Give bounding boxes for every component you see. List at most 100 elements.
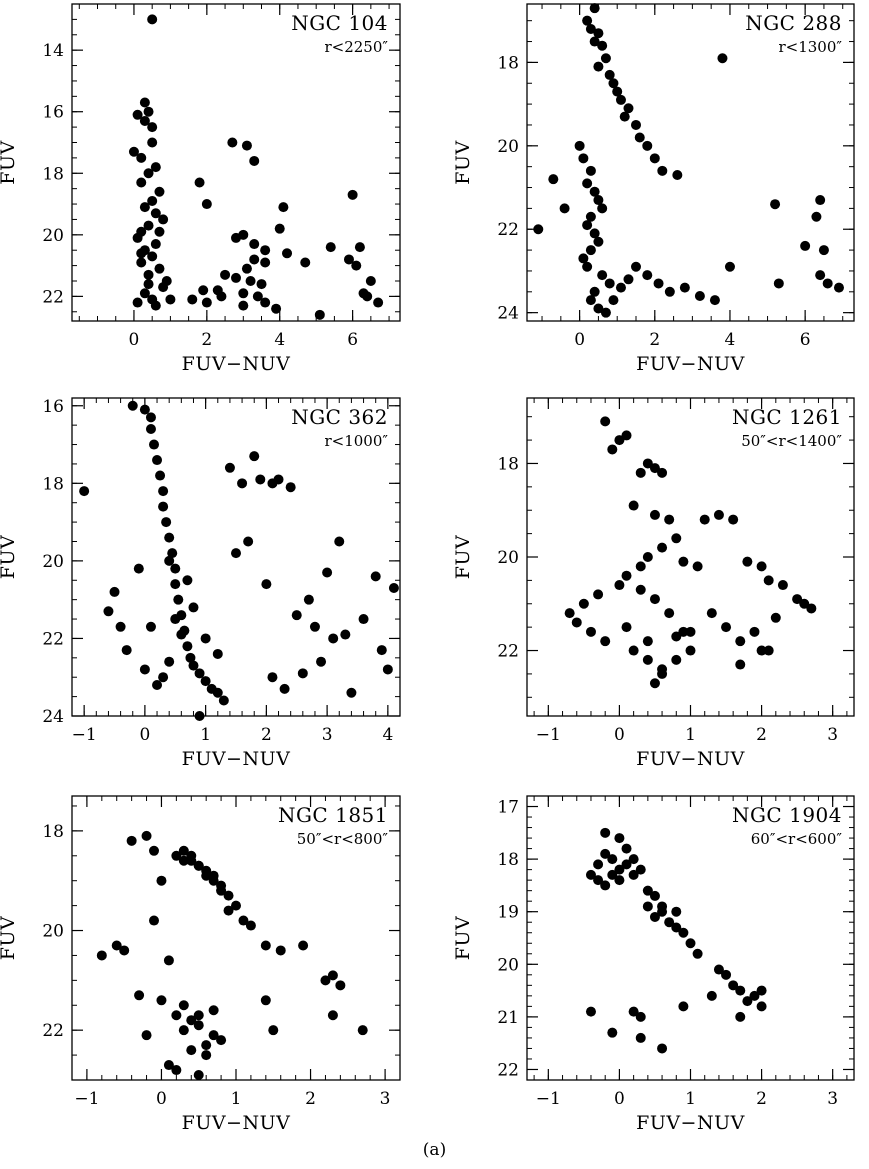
data-point (241, 140, 252, 151)
data-point (671, 631, 682, 642)
data-point (139, 288, 150, 299)
data-point (165, 294, 176, 305)
data-point (649, 509, 660, 520)
data-point (154, 226, 165, 237)
data-point (362, 291, 373, 302)
data-point (582, 15, 593, 26)
x-tick-label: 3 (380, 1089, 391, 1109)
data-point (249, 239, 260, 250)
y-tick-label: 18 (42, 822, 64, 842)
data-point (154, 263, 165, 274)
data-point (163, 1060, 174, 1071)
data-point (208, 875, 219, 886)
data-point (671, 654, 682, 665)
x-axis-label: FUV−NUV (182, 1112, 291, 1134)
data-point (212, 687, 223, 698)
data-point (571, 617, 582, 628)
data-point (721, 622, 732, 633)
x-tick-label: 2 (201, 330, 212, 350)
data-point (322, 567, 333, 578)
data-point (340, 629, 351, 640)
x-tick-label: −1 (536, 725, 561, 745)
data-point (260, 297, 271, 308)
data-point (811, 211, 822, 222)
data-point (578, 253, 589, 264)
data-point (297, 668, 308, 679)
panel-title: NGC 104 (291, 11, 388, 35)
data-point (373, 297, 384, 308)
data-point (600, 636, 611, 647)
data-point (678, 927, 689, 938)
data-point (585, 24, 596, 35)
data-point (193, 1070, 204, 1081)
data-point (635, 864, 646, 875)
data-point (335, 980, 346, 991)
data-point (164, 656, 175, 667)
data-point (621, 622, 632, 633)
x-tick-label: 0 (614, 1089, 625, 1109)
data-point (164, 532, 175, 543)
scatter-panel-3: −1 0 1 2 3 4 16 18 20 22 24 FUV−NUV FUV NGC 362 r<1000… (0, 397, 401, 770)
data-point (136, 257, 147, 268)
x-tick-label: 2 (756, 1089, 767, 1109)
data-point (357, 1025, 368, 1036)
data-point (249, 451, 260, 462)
data-point (678, 1001, 689, 1012)
data-point (604, 69, 615, 80)
data-point (642, 885, 653, 896)
data-point (147, 251, 158, 262)
data-point (604, 278, 615, 289)
y-tick-label: 14 (42, 41, 64, 61)
data-point (692, 561, 703, 572)
data-point (170, 563, 181, 574)
x-axis-label: FUV−NUV (182, 748, 291, 770)
data-point (612, 86, 623, 97)
data-point (201, 199, 212, 210)
y-tick-label: 18 (497, 850, 519, 870)
data-point (589, 186, 600, 197)
scatter-panel-1: 0 2 4 6 14 16 18 20 22 FUV−NUV FUV NGC 104 r<2250″ (0, 3, 401, 375)
data-point (635, 584, 646, 595)
scatter-panel-6: −1 0 1 2 3 17 18 19 20 21 22 FUV−NUV FUV NGC 1904 60″<… (452, 795, 855, 1134)
data-point (822, 278, 833, 289)
data-point (103, 606, 114, 617)
data-point (260, 245, 271, 256)
data-point (800, 240, 811, 251)
data-point (773, 278, 784, 289)
data-point (664, 608, 675, 619)
data-point (291, 610, 302, 621)
y-axis-label: FUV (452, 916, 474, 960)
data-point (201, 297, 212, 308)
data-point (149, 915, 159, 926)
data-point (548, 174, 559, 185)
data-point (216, 291, 227, 302)
data-point (145, 621, 156, 632)
data-point (346, 687, 357, 698)
data-point (642, 901, 653, 912)
data-point (593, 303, 604, 314)
data-point (678, 626, 689, 637)
data-point (147, 137, 158, 148)
data-point (320, 975, 331, 986)
data-point (267, 672, 278, 683)
x-tick-label: 3 (322, 725, 333, 745)
data-point (593, 589, 604, 600)
data-point (238, 229, 249, 240)
data-point (664, 917, 675, 928)
data-point (227, 137, 238, 148)
data-point (699, 514, 710, 525)
data-point (621, 843, 632, 854)
data-point (185, 652, 196, 663)
data-point (238, 288, 249, 299)
data-point (621, 570, 632, 581)
y-tick-label: 20 (42, 552, 64, 572)
x-axis-label: FUV−NUV (182, 353, 291, 375)
data-point (158, 282, 169, 293)
data-point (621, 430, 632, 441)
data-point (170, 614, 181, 625)
data-point (79, 486, 90, 497)
x-tick-label: 0 (574, 330, 585, 350)
data-point (672, 170, 683, 181)
